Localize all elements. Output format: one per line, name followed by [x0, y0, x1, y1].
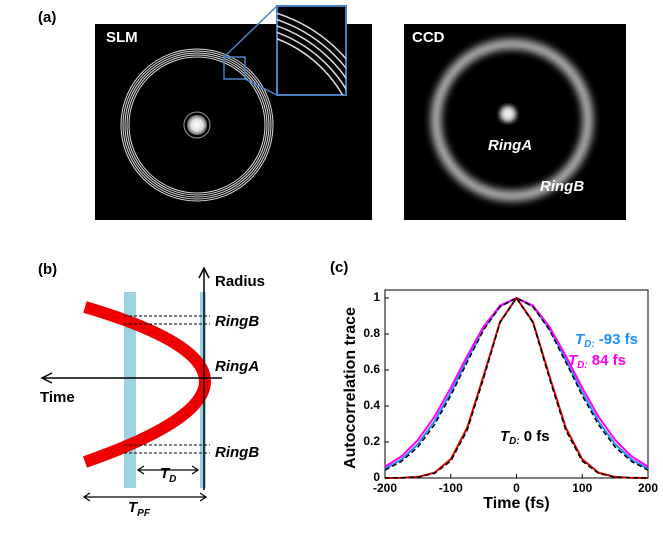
slm-rings	[120, 48, 274, 202]
axis-label: Time	[40, 389, 75, 406]
symbol: T	[160, 465, 171, 482]
subscript: D:	[509, 436, 520, 447]
symbol: T	[568, 352, 579, 369]
ccd-center	[499, 105, 517, 123]
ring-label: RingB	[215, 313, 259, 330]
arrowhead	[40, 372, 53, 384]
zoom-box	[223, 56, 246, 80]
ring-label: RingA	[215, 358, 259, 375]
x-tick-label: -200	[373, 481, 397, 495]
td-label: TD	[160, 465, 176, 485]
x-tick-label: 0	[513, 481, 520, 495]
arrowhead	[82, 492, 208, 502]
panel-label: (b)	[38, 261, 57, 278]
annotation: TD: -93 fs	[575, 331, 638, 350]
x-axis-label: Time (fs)	[483, 495, 549, 512]
annotation-value: 0 fs	[524, 428, 550, 445]
chart: 0 0.2 0.4 0.6 0.8 1 -200 -100 0 100 200 Time (fs) Au…	[342, 289, 658, 512]
subscript: D	[169, 474, 176, 485]
ring-label: RingA	[488, 137, 532, 154]
zoom-line	[223, 5, 278, 58]
y-tick-label: 0.8	[363, 326, 380, 340]
x-tick-label: -100	[439, 481, 463, 495]
x-tick-label: 200	[638, 481, 658, 495]
y-axis-label: Autocorrelation trace	[342, 307, 359, 469]
arrowhead	[136, 465, 200, 475]
image-label: CCD	[412, 29, 445, 46]
y-tick-label: 0.6	[363, 362, 380, 376]
symbol: T	[500, 428, 511, 445]
y-tick-label: 0.4	[363, 398, 380, 412]
subscript: PF	[137, 508, 151, 519]
annotation-value: -93 fs	[599, 331, 638, 348]
annotation: TD: 0 fs	[500, 428, 550, 447]
panel-label: (c)	[330, 259, 348, 276]
y-tick-label: 1	[373, 290, 380, 304]
x-tick-label: 100	[572, 481, 592, 495]
pulse-front	[83, 301, 211, 468]
series-line	[384, 297, 649, 479]
panel-label: (a)	[38, 9, 56, 26]
series-line	[384, 297, 649, 471]
y-tick-label: 0.2	[363, 434, 380, 448]
symbol: T	[575, 331, 586, 348]
slm-center	[187, 115, 207, 135]
annotation: TD: 84 fs	[568, 352, 626, 371]
dashed-lines	[124, 315, 210, 454]
zoom-line	[244, 78, 278, 96]
ccd-ring	[431, 39, 593, 201]
subscript: D:	[584, 339, 595, 350]
series-line	[384, 297, 649, 479]
arrowhead	[198, 266, 210, 279]
tpf-label: TPF	[128, 499, 151, 519]
subscript: D:	[577, 360, 588, 371]
symbol: T	[128, 499, 139, 516]
image-label: SLM	[106, 29, 138, 46]
annotation-value: 84 fs	[592, 352, 626, 369]
y-tick-label: 0	[373, 470, 380, 484]
ring-label: RingB	[215, 444, 259, 461]
plot-frame	[384, 289, 649, 479]
ring-label: RingB	[540, 178, 584, 195]
axis-label: Radius	[215, 273, 265, 290]
